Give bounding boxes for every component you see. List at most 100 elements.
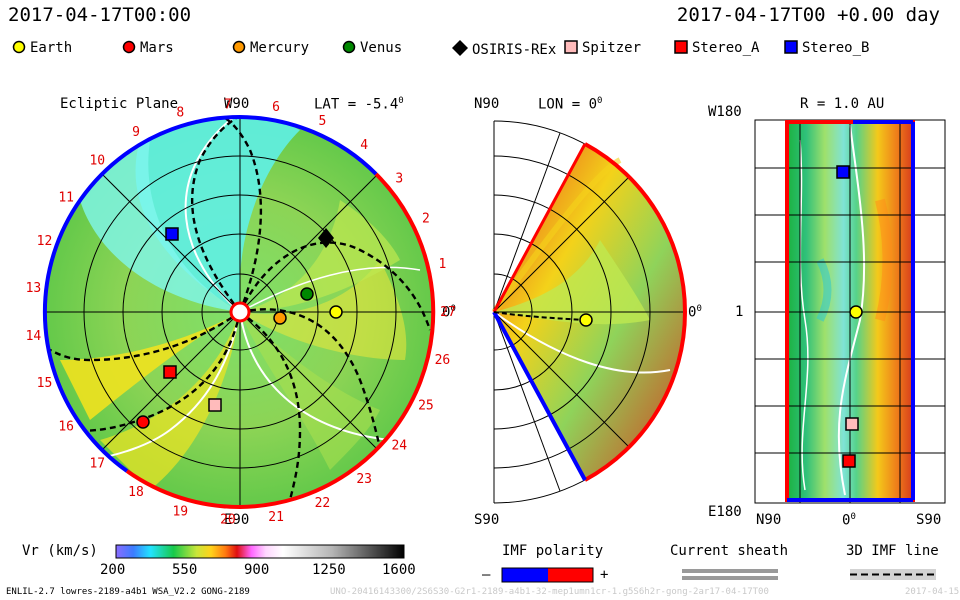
current-sheath-swatch (682, 569, 778, 573)
colorbar-tick-550: 550 (172, 562, 198, 578)
legend-stereo-a: Stereo_A (674, 40, 759, 56)
imf-positive-swatch (548, 568, 593, 582)
carrington-tick-3: 3 (395, 171, 403, 186)
latlon-top-left-label: W180 (708, 104, 742, 120)
carrington-tick-18: 18 (128, 485, 144, 500)
latlon-bottom-label-n90: N90 (756, 512, 782, 528)
latlon-bottom-label-s90: S90 (916, 512, 942, 528)
ecliptic-lat-label: LAT = -5.40 (314, 96, 404, 113)
colorbar-tick-900: 900 (244, 562, 270, 578)
legend-earth: Earth (12, 40, 72, 56)
spitzer-marker (208, 398, 222, 412)
carrington-tick-23: 23 (356, 472, 372, 487)
venus-marker (300, 287, 314, 301)
mercury-marker-icon (232, 40, 246, 54)
stereo-b-marker-icon (784, 40, 798, 54)
legend-osiris-rex: OSIRIS-REx (452, 40, 556, 58)
meridional-top-label: N90 (474, 96, 500, 112)
carrington-tick-13: 13 (26, 281, 42, 296)
carrington-tick-26: 26 (435, 353, 451, 368)
carrington-tick-6: 6 (272, 100, 280, 115)
carrington-tick-17: 17 (89, 456, 105, 471)
earth-marker (329, 305, 343, 319)
model-info: ENLIL-2.7 lowres-2189-a4b1 WSA_V2.2 GONG… (6, 587, 250, 597)
stereo-b-marker-latlon (836, 165, 850, 179)
imf-plus-label: + (600, 567, 609, 583)
colorbar-tick-1250: 1250 (312, 562, 346, 578)
imf-polarity-label: IMF polarity (502, 543, 604, 559)
carrington-tick-21: 21 (268, 510, 284, 525)
latlon-bottom-label-0: 00 (842, 512, 856, 529)
model-time-left: 2017-04-17T00:00 (8, 4, 192, 26)
legend-mars: Mars (122, 40, 174, 56)
imf-line-swatch (850, 569, 936, 580)
mercury-marker (273, 311, 287, 325)
carrington-tick-2: 2 (422, 212, 430, 227)
colorbar-tick-200: 200 (100, 562, 126, 578)
osiris-rex-marker (318, 228, 334, 248)
mars-marker (136, 415, 150, 429)
meridional-right-label: 00 (688, 304, 702, 321)
venus-marker-icon (342, 40, 356, 54)
carrington-tick-27: 27 (440, 305, 456, 320)
legend-mercury: Mercury (232, 40, 309, 56)
legend-spitzer: Spitzer (564, 40, 641, 56)
run-id-watermark: UNO-20416143300/2S6S30-G2r1-2189-a4b1-32… (330, 587, 769, 597)
carrington-tick-24: 24 (391, 439, 407, 454)
carrington-tick-20: 20 (220, 513, 236, 528)
velocity-colorbar (115, 544, 405, 559)
osiris-rex-marker-icon (452, 40, 468, 56)
current-sheath-label: Current sheath (670, 543, 789, 559)
latlon-mid-left-label: 1 (735, 304, 744, 320)
carrington-tick-7: 7 (224, 97, 232, 112)
imf-line-label: 3D IMF line (846, 543, 939, 559)
earth-marker-meridional (579, 313, 593, 327)
imf-negative-swatch (502, 568, 548, 582)
stereo-a-marker-icon (674, 40, 688, 54)
carrington-tick-16: 16 (58, 419, 74, 434)
carrington-tick-4: 4 (360, 138, 368, 153)
meridional-lon-label: LON = 00 (538, 96, 603, 113)
meridional-plane-plot (491, 120, 687, 504)
stereo-b-marker (165, 227, 179, 241)
carrington-tick-19: 19 (172, 504, 188, 519)
carrington-tick-15: 15 (37, 376, 53, 391)
imf-minus-label: – (482, 567, 491, 583)
carrington-tick-14: 14 (26, 329, 42, 344)
stereo-a-marker-latlon (842, 454, 856, 468)
ecliptic-title: Ecliptic Plane (60, 96, 179, 112)
stereo-a-marker (163, 365, 177, 379)
colorbar-label: Vr (km/s) (22, 543, 98, 559)
ecliptic-right-label: 00 (442, 304, 456, 321)
latlon-bottom-left-label: E180 (708, 504, 742, 520)
colorbar-tick-1600: 1600 (382, 562, 416, 578)
spitzer-marker-icon (564, 40, 578, 54)
carrington-tick-1: 1 (438, 257, 446, 272)
legend-stereo-b: Stereo_B (784, 40, 869, 56)
carrington-tick-8: 8 (176, 106, 184, 121)
carrington-tick-9: 9 (132, 125, 140, 140)
carrington-tick-22: 22 (315, 496, 331, 511)
ecliptic-top-label: W90 (224, 96, 250, 112)
carrington-tick-10: 10 (89, 154, 105, 169)
mars-marker-icon (122, 40, 136, 54)
carrington-tick-5: 5 (318, 114, 326, 129)
ecliptic-bottom-label: E90 (224, 512, 250, 528)
model-time-right: 2017-04-17T00 +0.00 day (676, 4, 940, 26)
carrington-tick-12: 12 (37, 234, 53, 249)
corner-date: 2017-04-15 (905, 587, 960, 597)
sun-marker (229, 301, 251, 323)
carrington-tick-25: 25 (418, 398, 434, 413)
meridional-bottom-label: S90 (474, 512, 500, 528)
latlon-title: R = 1.0 AU (800, 96, 885, 112)
spitzer-marker-latlon (845, 417, 859, 431)
imf-spiral-lines (49, 117, 432, 501)
earth-marker-icon (12, 40, 26, 54)
carrington-tick-11: 11 (58, 191, 74, 206)
earth-marker-latlon (849, 305, 863, 319)
legend-venus: Venus (342, 40, 402, 56)
latlon-plot (754, 119, 946, 504)
